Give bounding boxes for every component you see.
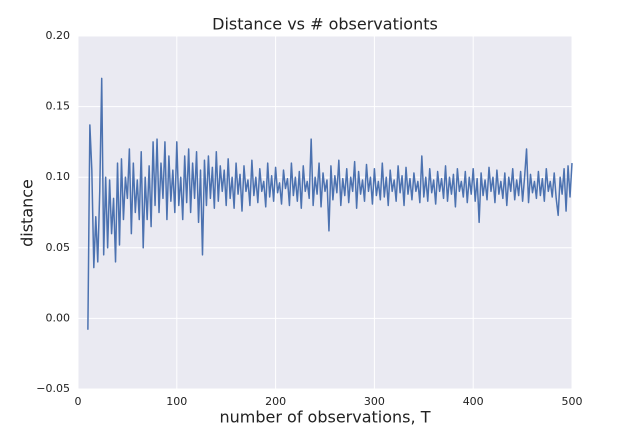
y-tick-label: 0.15	[46, 100, 71, 113]
y-tick-label: 0.05	[46, 241, 71, 254]
x-axis-label: number of observations, T	[220, 408, 431, 427]
plot-area	[78, 36, 572, 389]
chart-title: Distance vs # observationts	[212, 15, 438, 34]
grid	[77, 35, 573, 390]
y-tick-label: 0.20	[46, 29, 71, 42]
y-axis-label: distance	[18, 179, 37, 247]
x-tick-label: 400	[463, 395, 484, 408]
x-tick-label: 300	[364, 395, 385, 408]
y-tick-label: −0.05	[36, 382, 70, 395]
y-tick-label: 0.00	[46, 311, 71, 324]
x-tick-label: 500	[562, 395, 583, 408]
x-tick-label: 0	[75, 395, 82, 408]
x-tick-label: 200	[265, 395, 286, 408]
line	[87, 77, 573, 330]
x-tick-label: 100	[166, 395, 187, 408]
y-tick-label: 0.10	[46, 170, 71, 183]
